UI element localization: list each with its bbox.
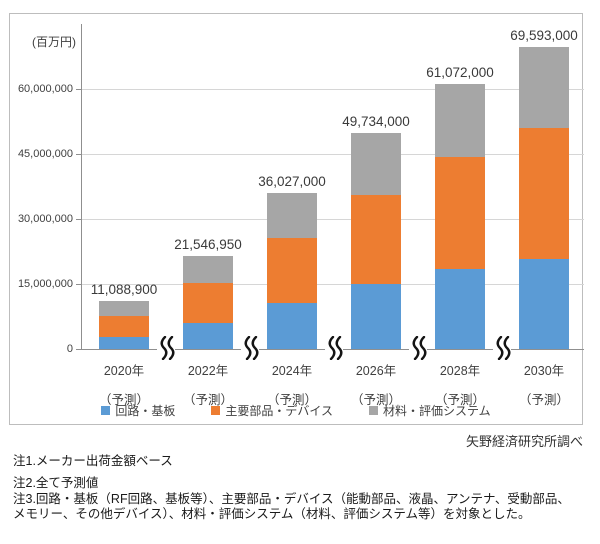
legend-label: 回路・基板 (115, 404, 176, 418)
legend-item-材料・評価システム: 材料・評価システム (369, 402, 491, 419)
bar-segment-材料・評価システム-2030年 (519, 47, 569, 128)
x-axis-break-mark (409, 335, 427, 365)
y-tickmark-30000000 (76, 219, 81, 220)
x-axis-sublabel-forecast: （予測） (518, 393, 569, 407)
y-tick-label: 15,000,000 (17, 278, 73, 290)
x-axis-sublabel-forecast: （予測） (350, 393, 401, 407)
x-axis-label-2030年: 2030年 （予測） (499, 360, 589, 408)
bar-segment-材料・評価システム-2020年 (99, 300, 149, 317)
bar-total-label-2022年: 21,546,950 (174, 236, 242, 252)
bar-segment-材料・評価システム-2028年 (435, 84, 485, 158)
x-axis-sublabel-forecast: （予測） (98, 393, 149, 407)
note-line-4: メモリー、その他デバイス）、材料・評価システム（材料、評価システム等）を対象とし… (13, 507, 531, 521)
y-tickmark-45000000 (76, 154, 81, 155)
bar-segment-材料・評価システム-2026年 (351, 133, 401, 195)
bar-segment-回路・基板-2020年 (99, 336, 149, 349)
x-axis-label-2028年: 2028年 （予測） (415, 360, 505, 408)
gridline-15000000 (81, 284, 584, 285)
bar-segment-主要部品・デバイス-2026年 (351, 194, 401, 284)
legend-label: 主要部品・デバイス (225, 404, 333, 418)
bar-segment-回路・基板-2030年 (519, 258, 569, 349)
legend: 回路・基板 主要部品・デバイス 材料・評価システム (10, 402, 582, 419)
y-tick-label: 0 (66, 343, 73, 355)
chart-area: (百万円) 0 15,000,000 30,000,000 45,000,000 60,… (9, 13, 584, 425)
legend-swatch-icon (211, 406, 221, 415)
y-tickmark-15000000 (76, 284, 81, 285)
bar-segment-材料・評価システム-2022年 (183, 255, 233, 283)
bar-segment-回路・基板-2028年 (435, 268, 485, 349)
x-axis-break-mark (157, 335, 175, 365)
legend-swatch-icon (369, 406, 378, 415)
legend-item-主要部品・デバイス: 主要部品・デバイス (211, 402, 333, 419)
y-tick-label: 45,000,000 (17, 148, 73, 160)
y-tick-label: 60,000,000 (17, 83, 73, 95)
bar-segment-主要部品・デバイス-2028年 (435, 157, 485, 269)
gridline-45000000 (81, 154, 584, 155)
bar-total-label-2020年: 11,088,900 (90, 281, 158, 297)
note-line-2: 注2.全て予測値 (13, 476, 99, 490)
legend-item-回路・基板: 回路・基板 (101, 402, 175, 419)
x-axis-label-2024年: 2024年 （予測） (247, 360, 337, 408)
bar-segment-主要部品・デバイス-2022年 (183, 282, 233, 323)
note-line-1: 注1.メーカー出荷金額ベース (13, 454, 173, 468)
x-axis-sublabel-forecast: （予測） (434, 393, 485, 407)
bar-segment-回路・基板-2026年 (351, 284, 401, 349)
y-tick-label: 30,000,000 (17, 213, 73, 225)
x-axis-label-2020年: 2020年 （予測） (79, 360, 169, 408)
bar-segment-材料・評価システム-2024年 (267, 192, 317, 239)
bar-segment-主要部品・デバイス-2030年 (519, 128, 569, 259)
x-axis-sublabel-forecast: （予測） (182, 393, 233, 407)
x-axis-break-mark (241, 335, 259, 365)
x-axis-sublabel-forecast: （予測） (266, 393, 317, 407)
x-axis-label-2022年: 2022年 （予測） (163, 360, 253, 408)
bar-total-label-2024年: 36,027,000 (258, 173, 326, 189)
gridline-30000000 (81, 219, 584, 220)
x-axis-break-mark (493, 335, 511, 365)
note-line-3: 注3.回路・基板（RF回路、基板等）、主要部品・デバイス（能動部品、液晶、アンテ… (13, 492, 570, 506)
gridline-60000000 (81, 89, 584, 90)
legend-swatch-icon (101, 406, 111, 415)
bar-total-label-2028年: 61,072,000 (426, 65, 494, 81)
y-tickmark-0 (76, 349, 81, 350)
bar-segment-主要部品・デバイス-2024年 (267, 238, 317, 304)
legend-label: 材料・評価システム (383, 404, 491, 418)
bar-total-label-2026年: 49,734,000 (342, 114, 410, 130)
x-axis-label-2026年: 2026年 （予測） (331, 360, 421, 408)
source-attribution: 矢野経済研究所調べ (465, 434, 583, 449)
x-axis-break-mark (325, 335, 343, 365)
y-tickmark-60000000 (76, 89, 81, 90)
y-axis-line (81, 24, 82, 349)
bar-segment-回路・基板-2024年 (267, 303, 317, 349)
bar-total-label-2030年: 69,593,000 (510, 28, 578, 44)
y-axis-unit-label: (百万円) (32, 35, 76, 49)
bar-segment-主要部品・デバイス-2020年 (99, 316, 149, 337)
bar-segment-回路・基板-2022年 (183, 322, 233, 349)
